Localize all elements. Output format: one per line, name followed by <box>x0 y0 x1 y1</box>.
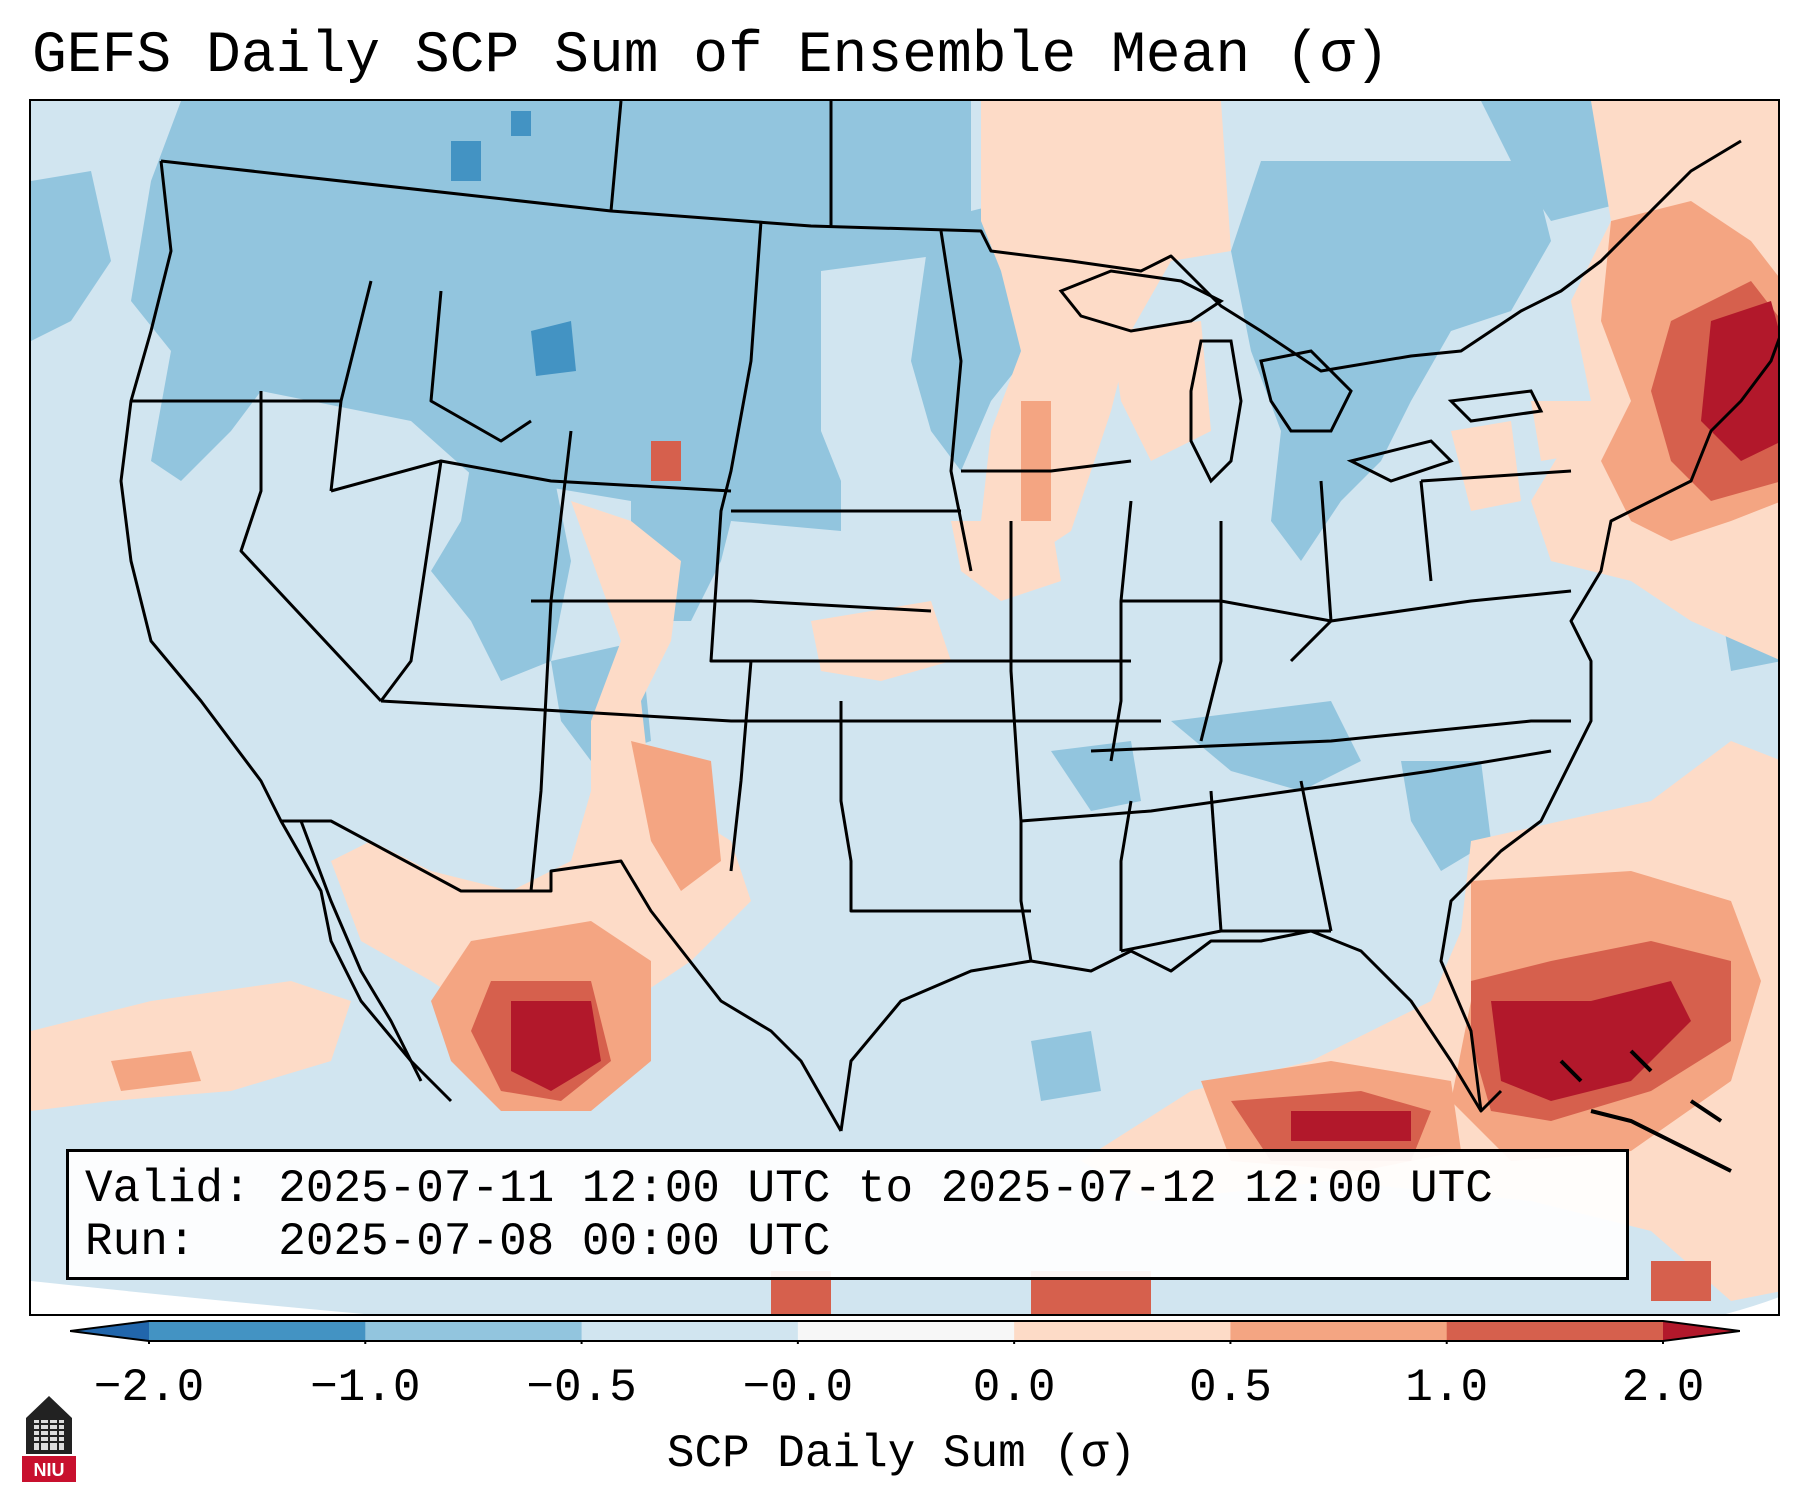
strong-positive-regions <box>511 301 1778 1141</box>
colorbar-tick-label: 2.0 <box>1621 1362 1705 1414</box>
colorbar-bin-5 <box>1230 1321 1448 1341</box>
colorbar <box>70 1320 1740 1344</box>
colorbar-bin-3 <box>797 1321 1015 1341</box>
colorbar-tick-label: −0.0 <box>742 1362 854 1414</box>
colorbar-bin-4 <box>1014 1321 1231 1341</box>
colorbar-under-arrow <box>70 1321 149 1341</box>
scp-map <box>29 99 1780 1316</box>
colorbar-bin-2 <box>581 1321 799 1341</box>
colorbar-tick-label: −2.0 <box>93 1362 205 1414</box>
colorbar-tick-label: 0.0 <box>972 1362 1056 1414</box>
colorbar-tick-label: 0.5 <box>1189 1362 1272 1414</box>
valid-info-box: Valid: 2025-07-11 12:00 UTC to 2025-07-1… <box>66 1149 1629 1280</box>
great-lakes <box>1058 269 1544 484</box>
colorbar-tick-label: −1.0 <box>310 1362 421 1414</box>
colorbar-tick-label: 1.0 <box>1405 1362 1489 1414</box>
colorbar-tick-label: −0.5 <box>526 1362 637 1414</box>
boundaries <box>119 101 1778 1132</box>
colorbar-bin-1 <box>365 1321 583 1341</box>
colorbar-label: SCP Daily Sum (σ) <box>666 1428 1137 1480</box>
niu-logo: NIU <box>22 1396 76 1482</box>
colorbar-bins <box>149 1321 1664 1341</box>
colorbar-over-arrow <box>1663 1321 1740 1341</box>
strong-negative-spots <box>451 111 576 376</box>
map-canvas <box>31 101 1778 1314</box>
valid-time-text: Valid: 2025-07-11 12:00 UTC to 2025-07-1… <box>85 1163 1493 1215</box>
colorbar-outline <box>70 1320 1740 1342</box>
logo-text: NIU <box>34 1460 65 1480</box>
map-title: GEFS Daily SCP Sum of Ensemble Mean (σ) <box>32 24 1390 89</box>
colorbar-bin-6 <box>1446 1321 1664 1341</box>
colorbar-bin-0 <box>149 1321 366 1341</box>
caribbean-islands <box>1559 1049 1732 1173</box>
run-time-text: Run: 2025-07-08 00:00 UTC <box>85 1216 831 1268</box>
